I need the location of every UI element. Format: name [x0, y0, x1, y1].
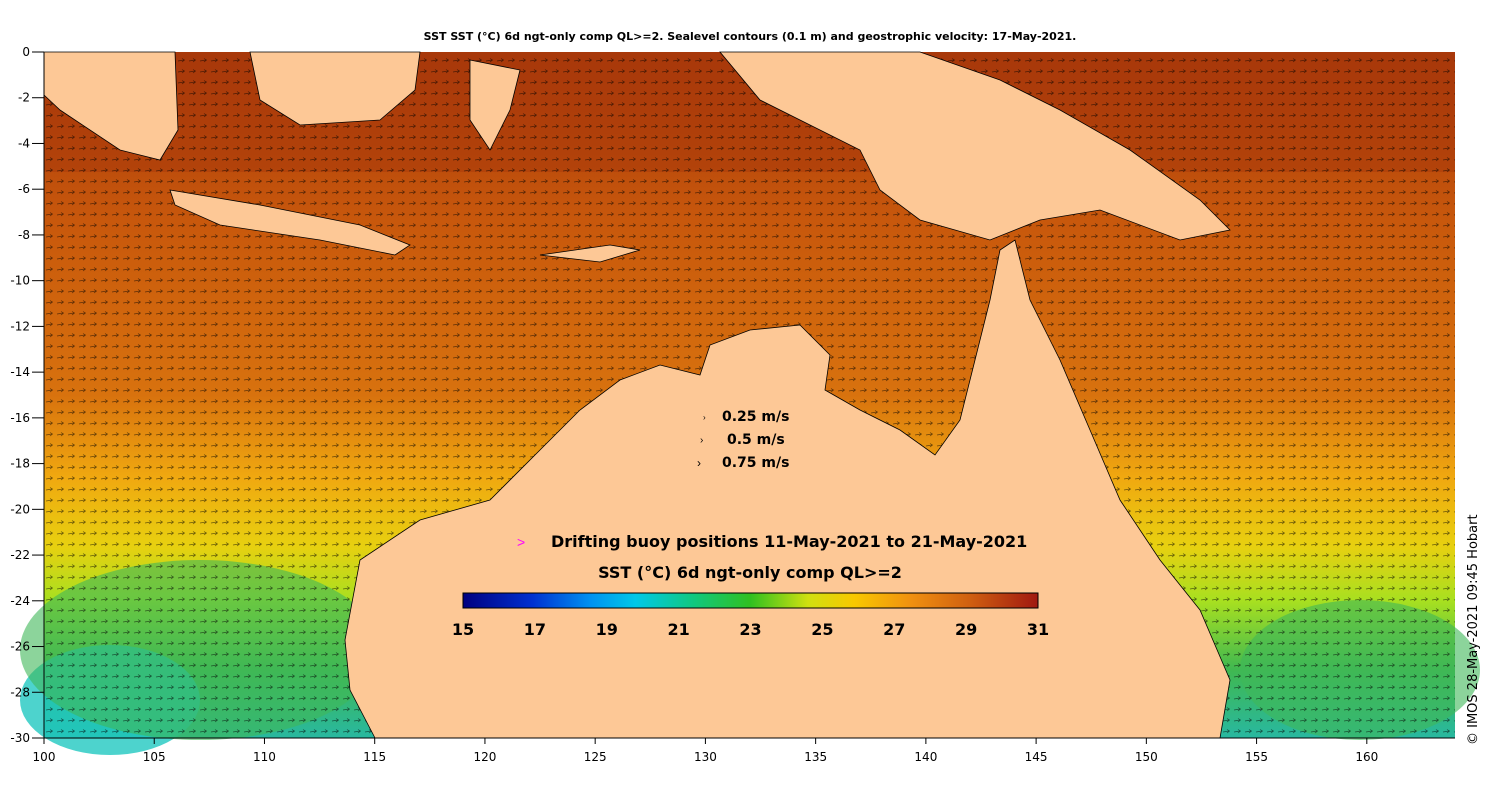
- x-tick-label: 140: [914, 750, 937, 764]
- y-tick-label: -26: [10, 640, 30, 654]
- x-axis-ticks: 100 105 110 115 120 125 130 135 140 145 150 155 160: [33, 738, 1378, 764]
- y-tick-label: -2: [18, 91, 30, 105]
- x-tick-label: 120: [473, 750, 496, 764]
- buoy-marker-icon: >: [517, 534, 525, 550]
- colorbar-label: 25: [811, 620, 833, 639]
- velocity-label-0-75: 0.75 m/s: [722, 455, 789, 471]
- x-tick-label: 155: [1245, 750, 1268, 764]
- land-timor: [539, 244, 641, 263]
- colorbar-label: 23: [739, 620, 761, 639]
- colorbar-title: SST (°C) 6d ngt-only comp QL>=2: [598, 563, 902, 582]
- colorbar-label: 15: [452, 620, 474, 639]
- x-tick-label: 150: [1135, 750, 1158, 764]
- x-tick-label: 105: [143, 750, 166, 764]
- y-tick-label: -20: [10, 502, 30, 516]
- colorbar-label: 29: [955, 620, 977, 639]
- axis-lines: [43, 52, 1455, 739]
- x-tick-label: 145: [1025, 750, 1048, 764]
- colorbar-label: 17: [524, 620, 546, 639]
- colorbar: [462, 592, 1039, 609]
- x-tick-label: 135: [804, 750, 827, 764]
- land: [43, 51, 1231, 739]
- velocity-label-0-5: 0.5 m/s: [727, 432, 785, 448]
- velocity-arrow-small: ›: [703, 413, 706, 422]
- y-tick-label: -18: [10, 457, 30, 471]
- velocity-arrow-mid: ›: [700, 435, 703, 446]
- y-axis-ticks: 0 -2 -4 -6 -8 -10 -12 -14 -16 -18 -20 -22 -24 -26 -28 -…: [10, 45, 44, 745]
- y-tick-label: -12: [10, 319, 30, 333]
- y-tick-label: -28: [10, 685, 30, 699]
- y-tick-label: -24: [10, 594, 30, 608]
- map-title: SST SST (°C) 6d ngt-only comp QL>=2. Sea…: [423, 30, 1077, 43]
- colorbar-label: 21: [667, 620, 689, 639]
- velocity-label-0-25: 0.25 m/s: [722, 409, 789, 425]
- colorbar-ticks: 15 17 19 21 23 25 27 29 31: [452, 620, 1049, 639]
- buoy-legend-label: Drifting buoy positions 11-May-2021 to 2…: [551, 532, 1027, 551]
- land-sulawesi: [469, 59, 521, 151]
- y-tick-label: -4: [18, 136, 30, 150]
- land-borneo: [249, 51, 421, 126]
- velocity-legend: › 0.25 m/s › 0.5 m/s › 0.75 m/s: [697, 409, 789, 471]
- y-tick-label: -16: [10, 411, 30, 425]
- colorbar-label: 31: [1027, 620, 1049, 639]
- credit-text: © IMOS 28-May-2021 09:45 Hobart: [1466, 514, 1481, 745]
- colorbar-label: 19: [596, 620, 618, 639]
- y-tick-label: -30: [10, 731, 30, 745]
- x-tick-label: 130: [694, 750, 717, 764]
- x-tick-label: 100: [33, 750, 56, 764]
- y-tick-label: -10: [10, 274, 30, 288]
- y-tick-label: 0: [22, 45, 30, 59]
- colorbar-label: 27: [883, 620, 905, 639]
- y-tick-label: -8: [18, 228, 30, 242]
- velocity-arrow-large: ›: [697, 456, 701, 470]
- x-tick-label: 160: [1355, 750, 1378, 764]
- land-new-guinea: [719, 51, 1231, 241]
- land-sumatra: [43, 51, 179, 161]
- y-tick-label: -6: [18, 182, 30, 196]
- y-tick-label: -22: [10, 548, 30, 562]
- x-tick-label: 115: [363, 750, 386, 764]
- x-tick-label: 125: [584, 750, 607, 764]
- land-australia: [344, 239, 1231, 739]
- x-tick-label: 110: [253, 750, 276, 764]
- y-tick-label: -14: [10, 365, 30, 379]
- land-java: [169, 189, 411, 256]
